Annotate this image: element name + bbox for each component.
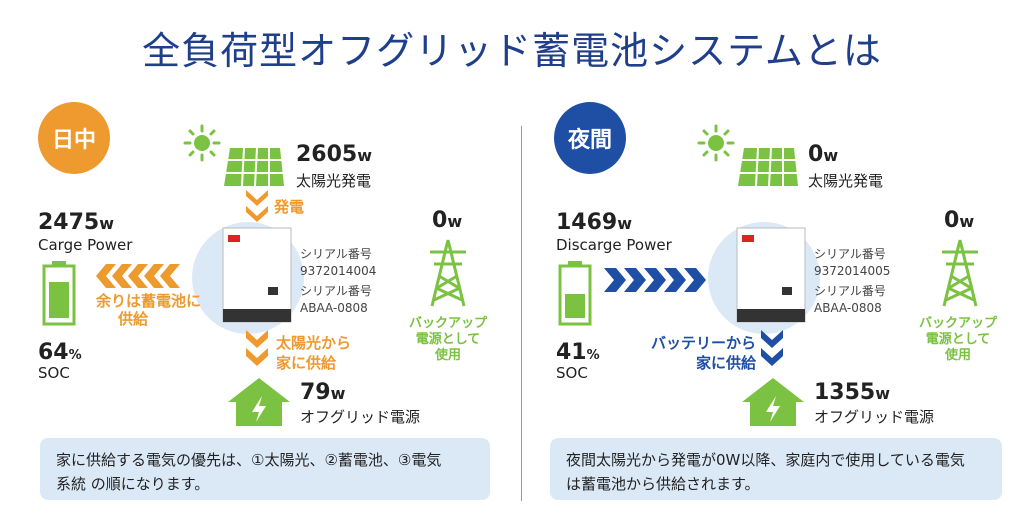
day-serial-label-2: シリアル番号 [300, 284, 372, 298]
day-solar-value: 2605w [296, 142, 373, 167]
day-soc-label: SOC [38, 364, 70, 382]
day-serial-value-2: ABAA-0808 [300, 301, 368, 315]
day-surplus-label-2: 供給 [118, 310, 149, 328]
night-soc-label: SOC [556, 364, 588, 382]
night-grid-caption: バックアップ 電源として 使用 [918, 316, 997, 363]
day-power-tower-icon [430, 239, 466, 307]
night-battery-label: Discarge Power [556, 236, 672, 254]
day-home-icon [228, 378, 290, 426]
day-solar-label: 太陽光発電 [296, 172, 372, 190]
day-flow-down-arrows [246, 190, 268, 222]
day-supply-label-2: 家に供給 [276, 354, 337, 372]
day-charge-arrows [96, 264, 180, 288]
night-discharge-arrows [604, 268, 706, 292]
day-supply-label-1: 太陽光から [276, 334, 352, 352]
day-badge: 日中 [38, 102, 110, 174]
night-grid-value: 0w [944, 208, 975, 233]
night-solar-value: 0w [808, 142, 839, 167]
night-serial-label-2: シリアル番号 [814, 284, 886, 298]
night-serial-value-2: ABAA-0808 [814, 301, 882, 315]
night-supply-label-1: バッテリーから [650, 334, 756, 352]
night-solar-label: 太陽光発電 [808, 172, 884, 190]
day-battery-value: 2475w [38, 210, 115, 235]
solar-panel-icon [224, 147, 284, 187]
night-soc-value: 41% [556, 340, 600, 365]
night-power-tower-icon [942, 239, 978, 307]
night-battery-value: 1469w [556, 210, 633, 235]
day-serial-value-1: 9372014004 [300, 264, 377, 278]
day-grid-value: 0w [432, 208, 463, 233]
night-home-label: オフグリッド電源 [814, 408, 935, 426]
page-title: 全負荷型オフグリッド蓄電池システムとは [142, 29, 882, 73]
day-serial-label-1: シリアル番号 [300, 247, 372, 261]
day-battery-label: Carge Power [38, 236, 133, 254]
day-soc-value: 64% [38, 340, 82, 365]
night-badge: 夜間 [554, 102, 626, 174]
sun-icon [697, 124, 735, 162]
night-home-icon [742, 378, 804, 426]
day-supply-arrows [246, 330, 268, 366]
night-supply-arrows [761, 330, 783, 366]
solar-panel-icon [738, 147, 798, 187]
panel-divider [521, 126, 522, 501]
night-battery-icon [558, 261, 592, 326]
night-inverter-icon [736, 227, 806, 323]
night-serial-label-1: シリアル番号 [814, 247, 886, 261]
day-inverter-icon [222, 227, 292, 323]
day-surplus-label-1: 余りは蓄電池に [96, 292, 202, 310]
night-note: 夜間太陽光から発電が0W以降、家庭内で使用している電気 は蓄電池から供給されます。 [550, 438, 1002, 500]
night-serial-value-1: 9372014005 [814, 264, 891, 278]
day-battery-icon [42, 261, 76, 326]
day-home-value: 79w [300, 380, 346, 405]
day-home-label: オフグリッド電源 [300, 408, 421, 426]
night-supply-label-2: 家に供給 [695, 354, 756, 372]
sun-icon [183, 124, 221, 162]
day-grid-caption: バックアップ 電源として 使用 [408, 316, 487, 363]
day-note: 家に供給する電気の優先は、①太陽光、②蓄電池、③電気 系統 の順になります。 [40, 438, 490, 500]
day-flow-label: 発電 [274, 198, 305, 216]
night-home-value: 1355w [814, 380, 891, 405]
